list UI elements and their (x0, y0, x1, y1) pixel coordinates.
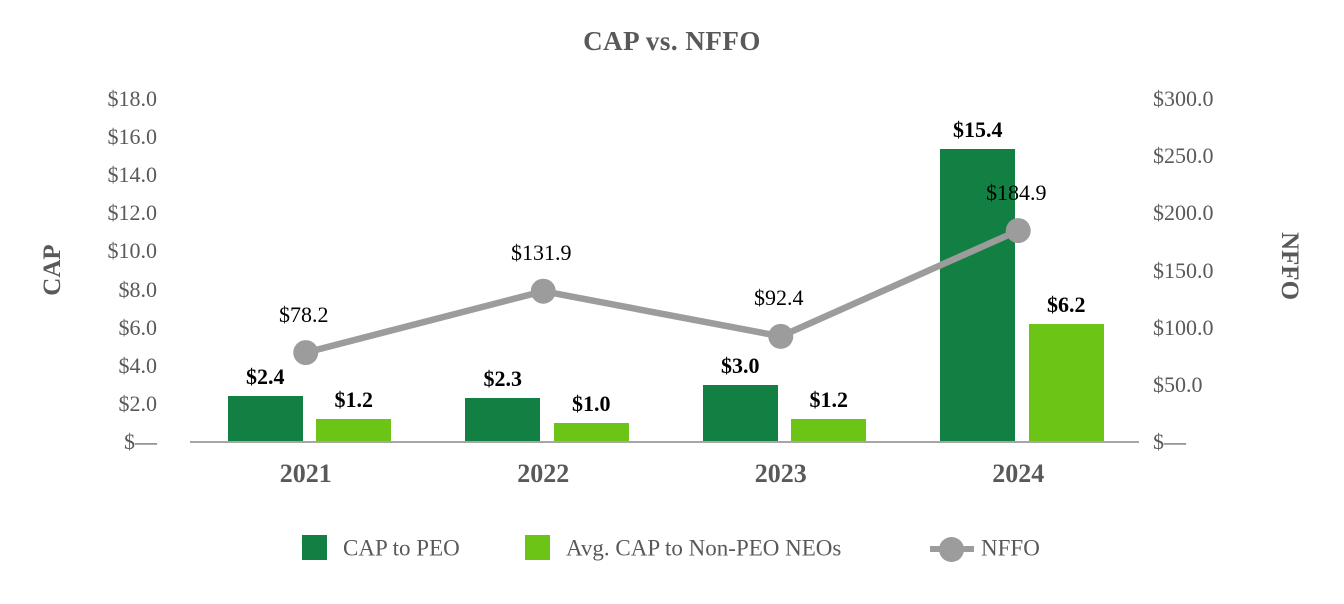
x-axis-line (190, 441, 1139, 443)
bar-data-label: $1.2 (334, 387, 374, 413)
bar-avg-cap-non-peo-2021 (316, 419, 392, 442)
nffo-marker (768, 323, 794, 349)
nffo-data-label: $78.2 (279, 301, 329, 327)
left-axis-tick: $10.0 (107, 238, 158, 264)
bar-avg-cap-non-peo-2022 (553, 422, 629, 442)
right-axis-tick: $300.0 (1153, 86, 1214, 111)
legend-swatch-avg-cap-non-peo (525, 535, 550, 560)
nffo-data-label: $131.9 (511, 240, 572, 266)
x-axis-category-label: 2022 (517, 459, 570, 488)
bar-data-label: $1.0 (572, 390, 611, 416)
legend-swatch-cap-to-peo (302, 535, 327, 560)
x-axis-category-label: 2021 (279, 459, 332, 488)
nffo-data-label: $92.4 (754, 285, 804, 311)
right-axis-tick: $50.0 (1153, 371, 1203, 397)
bar-avg-cap-non-peo-2024 (1028, 323, 1104, 442)
x-axis-category-label: 2024 (992, 459, 1045, 488)
nffo-marker (293, 340, 319, 366)
bar-data-label: $3.0 (721, 352, 760, 378)
bar-cap-to-peo-2021 (227, 396, 303, 442)
bar-cap-to-peo-2022 (465, 398, 541, 442)
right-axis-tick: $— (1153, 429, 1186, 454)
left-axis-tick: $8.0 (118, 276, 158, 302)
left-axis-tick: $2.0 (118, 390, 158, 416)
legend-label-nffo: NFFO (981, 535, 1040, 561)
left-axis-tick: $4.0 (118, 352, 158, 378)
x-axis-category-label: 2023 (754, 459, 807, 488)
left-axis-tick: $6.0 (118, 314, 158, 340)
right-axis-tick: $100.0 (1153, 314, 1214, 340)
left-axis-tick: $12.0 (107, 200, 158, 226)
bar-data-label: $6.2 (1047, 291, 1086, 317)
right-axis-tick: $200.0 (1153, 200, 1214, 226)
bar-data-label: $15.4 (953, 116, 1003, 142)
nffo-marker (530, 278, 556, 304)
nffo-data-label: $184.9 (986, 179, 1047, 205)
legend-label-cap-to-peo: CAP to PEO (343, 535, 460, 561)
bar-cap-to-peo-2023 (702, 384, 778, 442)
left-axis-tick: $16.0 (107, 124, 158, 150)
left-axis-tick: $18.0 (107, 86, 158, 111)
right-axis-tick: $150.0 (1153, 257, 1214, 283)
legend-label-avg-cap-non-peo: Avg. CAP to Non-PEO NEOs (566, 535, 842, 561)
left-axis-tick: $14.0 (107, 162, 158, 188)
nffo-line (304, 227, 1020, 356)
bar-avg-cap-non-peo-2023 (791, 419, 867, 442)
left-axis-tick: $— (124, 429, 157, 454)
bar-data-label: $2.3 (483, 366, 523, 392)
bar-cap-to-peo-2024 (940, 148, 1016, 442)
bar-data-label: $1.2 (809, 387, 849, 413)
bar-data-label: $2.4 (246, 364, 285, 390)
nffo-marker (1005, 218, 1031, 244)
right-axis-tick: $250.0 (1153, 143, 1214, 169)
legend-dot-marker-nffo (939, 537, 964, 562)
chart-title: CAP vs. NFFO (583, 26, 761, 56)
